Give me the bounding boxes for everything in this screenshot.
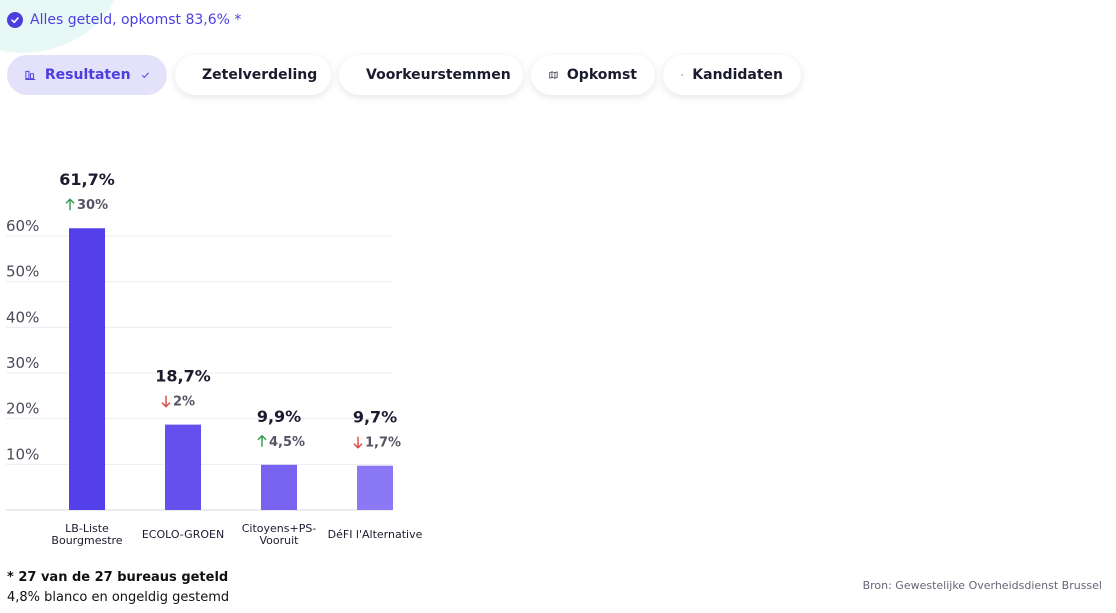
source-note: Bron: Gewestelijke Overheidsdienst Bruss… xyxy=(862,579,1102,592)
status-text: Alles geteld, opkomst 83,6% * xyxy=(30,12,242,28)
bar xyxy=(69,228,105,510)
tab-voorkeurstemmen[interactable]: Voorkeurstemmen xyxy=(339,55,523,95)
tab-kandidaten[interactable]: Kandidaten xyxy=(663,55,801,95)
arrow-up-icon xyxy=(257,434,267,447)
category-label: DéFI l'Alternative xyxy=(328,528,423,541)
tab-label: Kandidaten xyxy=(692,67,783,83)
bar-chart-icon xyxy=(25,70,36,81)
tab-label: Zetelverdeling xyxy=(202,67,318,83)
arrow-down-icon xyxy=(353,436,363,449)
value-label: 9,7% xyxy=(353,408,397,427)
bar xyxy=(357,465,393,510)
arrow-up-icon xyxy=(65,198,75,211)
y-tick-label: 50% xyxy=(6,263,39,281)
y-tick-label: 20% xyxy=(6,400,39,418)
view-tabs: Resultaten Zetelverdeling Voorkeurstemme… xyxy=(7,55,801,95)
y-tick-label: 30% xyxy=(6,354,39,372)
arrow-down-icon xyxy=(161,395,171,408)
bar xyxy=(165,424,201,510)
results-bar-chart: 10% 20% 30% 40% 50% 60% 61,7% 30% LB-ListeBourgm… xyxy=(6,170,423,547)
tab-opkomst[interactable]: Opkomst xyxy=(531,55,655,95)
y-tick-label: 40% xyxy=(6,308,39,326)
category-label: LB-Liste xyxy=(65,522,109,535)
tab-label: Opkomst xyxy=(566,67,637,83)
count-status: Alles geteld, opkomst 83,6% * xyxy=(7,12,241,28)
change-label: 2% xyxy=(173,395,195,410)
category-label: Citoyens+PS- xyxy=(242,522,317,535)
tab-label: Resultaten xyxy=(44,67,131,83)
category-label: Vooruit xyxy=(260,534,300,547)
tab-zetelverdeling[interactable]: Zetelverdeling xyxy=(175,55,331,95)
list-icon xyxy=(681,74,684,76)
category-label: Bourgmestre xyxy=(51,534,122,547)
counted-footnote: * 27 van de 27 bureaus geteld xyxy=(7,570,229,585)
blank-votes-note: 4,8% blanco en ongeldig gestemd xyxy=(7,590,230,605)
value-label: 9,9% xyxy=(257,407,301,426)
category-label: ECOLO-GROEN xyxy=(142,528,224,541)
value-label: 18,7% xyxy=(155,367,211,386)
tab-label: Voorkeurstemmen xyxy=(366,67,511,83)
checkmark-icon xyxy=(141,72,149,79)
check-circle-icon xyxy=(7,12,23,28)
change-label: 30% xyxy=(77,198,108,213)
change-label: 4,5% xyxy=(269,435,305,450)
change-label: 1,7% xyxy=(365,436,401,451)
y-tick-label: 60% xyxy=(6,217,39,235)
value-label: 61,7% xyxy=(59,170,115,189)
bar xyxy=(261,464,297,510)
map-icon xyxy=(549,71,558,79)
tab-resultaten[interactable]: Resultaten xyxy=(7,55,167,95)
y-tick-label: 10% xyxy=(6,445,39,463)
